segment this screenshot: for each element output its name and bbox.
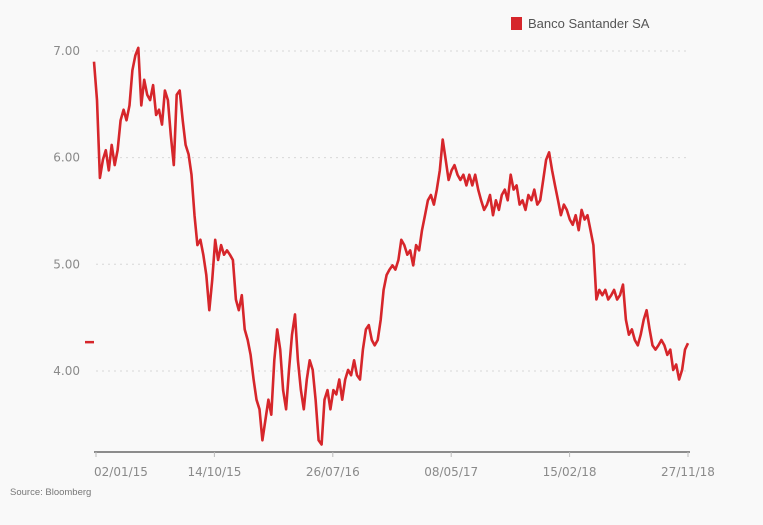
x-tick-label: 08/05/17 bbox=[424, 465, 478, 479]
source-note: Source: Bloomberg bbox=[10, 487, 91, 498]
last-value-marker bbox=[85, 340, 94, 344]
y-tick-label: 7.00 bbox=[53, 44, 80, 58]
x-tick-label: 26/07/16 bbox=[306, 465, 360, 479]
legend-label: Banco Santander SA bbox=[528, 16, 650, 31]
x-tick-label: 27/11/18 bbox=[661, 465, 715, 479]
y-tick-label: 4.00 bbox=[53, 364, 80, 378]
series-line-banco-santander bbox=[92, 46, 690, 446]
y-axis: 7.00 6.00 5.00 4.00 bbox=[53, 44, 80, 378]
gridlines bbox=[96, 50, 690, 372]
x-axis: 02/01/15 14/10/15 26/07/16 08/05/17 15/02/18… bbox=[94, 452, 715, 479]
x-tick-label: 14/10/15 bbox=[187, 465, 241, 479]
y-tick-label: 6.00 bbox=[53, 151, 80, 165]
y-tick-label: 5.00 bbox=[53, 257, 80, 271]
x-tick-label: 15/02/18 bbox=[543, 465, 597, 479]
x-tick-label: 02/01/15 bbox=[94, 465, 148, 479]
legend-swatch bbox=[511, 17, 522, 30]
legend: Banco Santander SA bbox=[511, 16, 650, 31]
